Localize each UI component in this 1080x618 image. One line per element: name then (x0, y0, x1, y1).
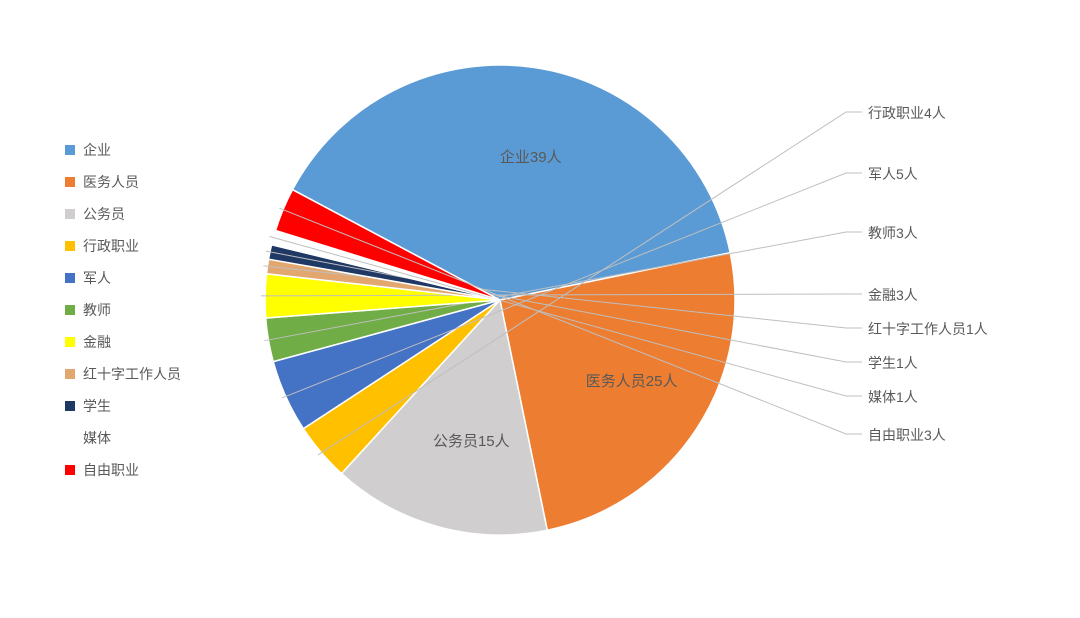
legend-swatch (65, 145, 75, 155)
callout-label: 教师3人 (868, 223, 918, 243)
legend-swatch (65, 305, 75, 315)
legend-label: 红十字工作人员 (83, 364, 181, 384)
callout-label: 媒体1人 (868, 387, 918, 407)
legend-swatch (65, 401, 75, 411)
legend-label: 军人 (83, 268, 111, 288)
chart-container: 企业医务人员公务员行政职业军人教师金融红十字工作人员学生媒体自由职业 企业39人… (0, 0, 1080, 618)
legend-item: 教师 (65, 300, 181, 320)
slice-label: 企业39人 (471, 146, 591, 167)
legend-label: 媒体 (83, 428, 111, 448)
legend-label: 教师 (83, 300, 111, 320)
legend-swatch (65, 209, 75, 219)
legend-item: 红十字工作人员 (65, 364, 181, 384)
legend-label: 医务人员 (83, 172, 139, 192)
callout-label: 行政职业4人 (868, 103, 946, 123)
callout-label: 自由职业3人 (868, 425, 946, 445)
legend-item: 公务员 (65, 204, 181, 224)
legend-item: 自由职业 (65, 460, 181, 480)
slice-label: 医务人员25人 (572, 370, 692, 391)
legend-swatch (65, 273, 75, 283)
legend-swatch (65, 337, 75, 347)
legend-label: 企业 (83, 140, 111, 160)
legend-label: 金融 (83, 332, 111, 352)
legend-swatch (65, 369, 75, 379)
callout-label: 金融3人 (868, 285, 918, 305)
legend-label: 自由职业 (83, 460, 139, 480)
legend-swatch (65, 465, 75, 475)
callout-label: 军人5人 (868, 164, 918, 184)
slice-label: 公务员15人 (411, 430, 531, 451)
legend-item: 金融 (65, 332, 181, 352)
legend: 企业医务人员公务员行政职业军人教师金融红十字工作人员学生媒体自由职业 (65, 140, 181, 492)
legend-item: 媒体 (65, 428, 181, 448)
callout-label: 红十字工作人员1人 (868, 319, 988, 339)
legend-swatch (65, 241, 75, 251)
legend-label: 行政职业 (83, 236, 139, 256)
legend-item: 医务人员 (65, 172, 181, 192)
legend-item: 企业 (65, 140, 181, 160)
callout-label: 学生1人 (868, 353, 918, 373)
legend-label: 学生 (83, 396, 111, 416)
legend-swatch (65, 177, 75, 187)
legend-item: 行政职业 (65, 236, 181, 256)
legend-item: 学生 (65, 396, 181, 416)
legend-item: 军人 (65, 268, 181, 288)
legend-label: 公务员 (83, 204, 125, 224)
